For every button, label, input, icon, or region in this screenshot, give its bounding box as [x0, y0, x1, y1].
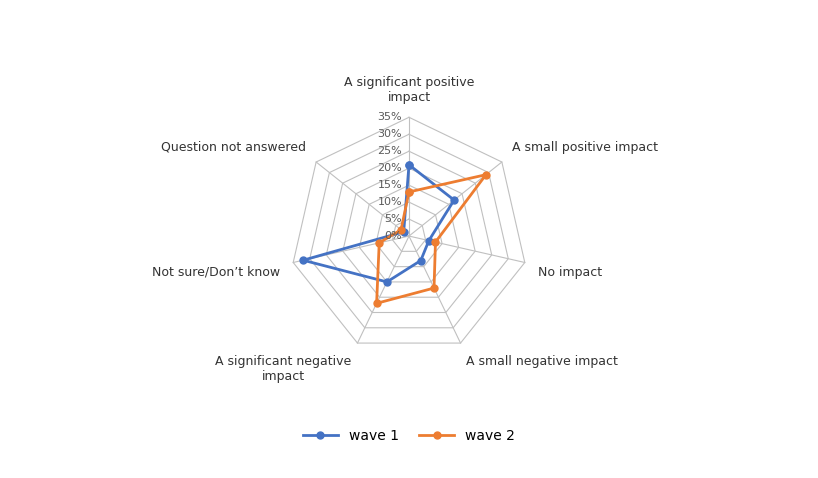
Text: 10%: 10% [378, 197, 402, 207]
Text: 30%: 30% [378, 129, 402, 139]
Text: 5%: 5% [384, 214, 402, 224]
Text: 20%: 20% [377, 163, 402, 173]
Text: Not sure/Don’t know: Not sure/Don’t know [152, 265, 280, 279]
Text: Question not answered: Question not answered [160, 141, 306, 153]
Text: A significant negative
impact: A significant negative impact [215, 355, 352, 383]
Text: A significant positive
impact: A significant positive impact [344, 76, 474, 104]
Text: No impact: No impact [538, 265, 602, 279]
Text: 35%: 35% [378, 112, 402, 122]
Text: 25%: 25% [377, 146, 402, 156]
Text: A small negative impact: A small negative impact [466, 355, 618, 369]
Text: 0%: 0% [384, 231, 402, 241]
Text: A small positive impact: A small positive impact [512, 141, 658, 153]
Text: 15%: 15% [378, 180, 402, 190]
Legend: wave 1, wave 2: wave 1, wave 2 [297, 424, 521, 448]
